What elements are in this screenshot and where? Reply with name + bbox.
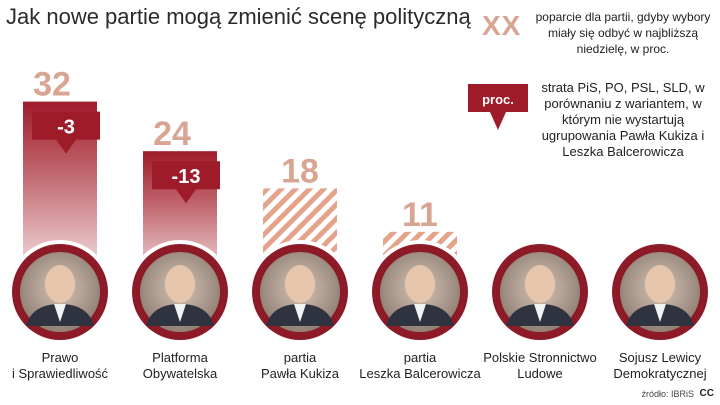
portrait-photo <box>488 240 592 344</box>
category-label-line: Obywatelska <box>142 366 218 381</box>
category-label-line: i Sprawiedliwość <box>11 366 109 381</box>
category-label-line: Pawła Kukiza <box>260 366 340 381</box>
legend-arrow-icon: proc. <box>468 84 528 130</box>
value-label: 18 <box>281 152 319 190</box>
change-arrow: -3 <box>32 111 100 154</box>
category-label: partia Leszka Balcerowicza <box>355 350 485 382</box>
category-label: Prawo i Sprawiedliwość <box>0 350 125 382</box>
value-label: 24 <box>153 115 191 153</box>
value-label: 11 <box>402 196 438 234</box>
category-label: Platforma Obywatelska <box>115 350 245 382</box>
legend-value-text: poparcie dla partii, gdyby wybory miały … <box>535 10 711 56</box>
portrait-photo <box>248 240 352 344</box>
change-arrow: -13 <box>152 161 220 204</box>
portrait-photo <box>368 240 472 344</box>
category-label: Polskie Stronnictwo Ludowe <box>475 350 605 382</box>
portrait-photo <box>128 240 232 344</box>
legend-change-text: strata PiS, PO, PSL, SLD, w porównaniu z… <box>541 80 705 159</box>
category-label-line: partia <box>283 350 317 365</box>
category-label-line: partia <box>403 350 437 365</box>
portrait-photo <box>608 240 712 344</box>
change-label: -3 <box>57 117 75 139</box>
category-label: Sojusz Lewicy Demokratycznej <box>595 350 720 382</box>
category-label-line: Sojusz Lewicy <box>618 350 702 365</box>
legend-arrow-label: proc. <box>482 92 514 107</box>
arrow-shape <box>32 111 100 154</box>
category-label-line: Prawo <box>41 350 79 365</box>
copyright-icon: CC <box>699 388 714 399</box>
value-label: 32 <box>33 66 71 104</box>
category-label-line: Leszka Balcerowicza <box>359 366 481 381</box>
source-note: źródło: IBRiS <box>641 389 694 399</box>
change-label: -13 <box>172 166 201 188</box>
chart-title: Jak nowe partie mogą zmienić scenę polit… <box>6 4 471 29</box>
portrait-photo <box>8 240 112 344</box>
legend-value-symbol: XX <box>482 10 522 41</box>
category-label-line: Ludowe <box>517 366 563 381</box>
category-label-line: Platforma <box>152 350 208 365</box>
category-label: partia Pawła Kukiza <box>235 350 365 382</box>
category-label-line: Polskie Stronnictwo <box>483 350 597 365</box>
arrow-shape <box>152 161 220 204</box>
category-label-line: Demokratycznej <box>613 366 707 381</box>
